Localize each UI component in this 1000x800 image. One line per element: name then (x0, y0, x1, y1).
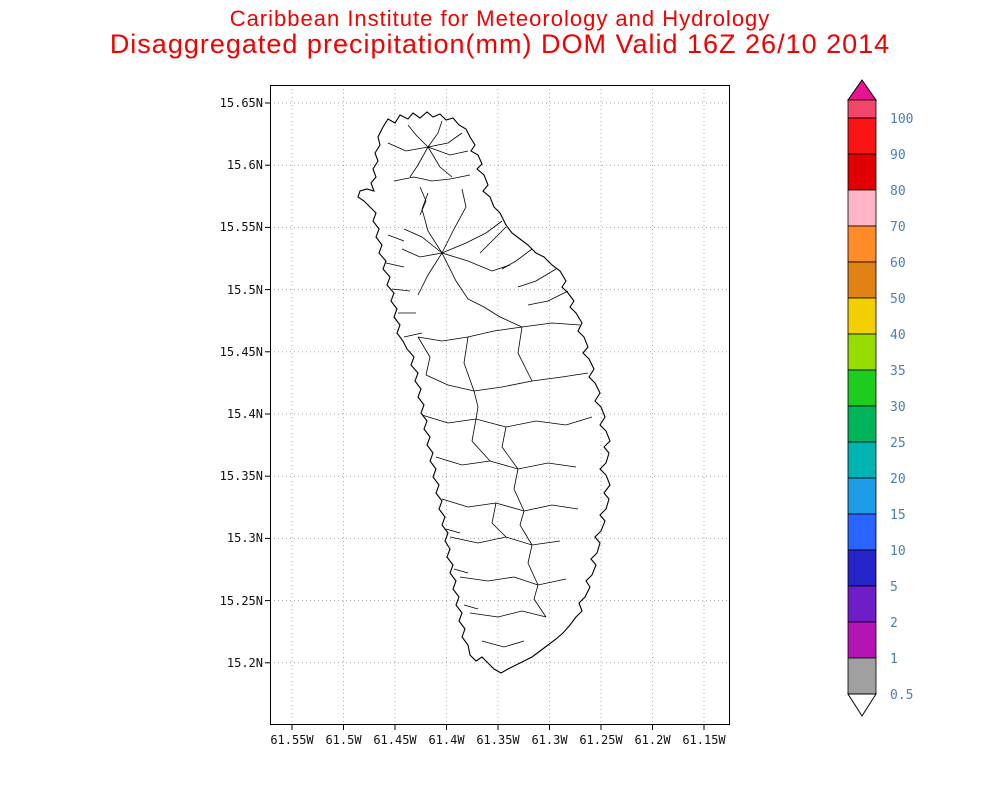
colorbar-value-label: 70 (890, 220, 906, 235)
colorbar-segment (847, 549, 877, 587)
colorbar-segment (847, 477, 877, 515)
colorbar-segment (847, 117, 877, 155)
colorbar-segment (847, 441, 877, 479)
lat-tick-label: 15.5N (226, 282, 263, 297)
colorbar-segment (847, 99, 877, 119)
colorbar-value-label: 90 (890, 148, 906, 163)
colorbar-value-label: 20 (890, 472, 906, 487)
lat-tick-label: 15.6N (226, 158, 263, 173)
plot-title: Disaggregated precipitation(mm) DOM Vali… (109, 29, 891, 59)
colorbar-value-label: 1 (890, 652, 898, 667)
axis-ticks-group (265, 102, 705, 730)
colorbar-segment (847, 297, 877, 335)
lat-tick-label: 15.45N (219, 344, 263, 359)
colorbar-segment (847, 189, 877, 227)
lat-tick-label: 15.25N (219, 593, 263, 608)
lon-tick-label: 61.15W (682, 733, 726, 747)
colorbar-segment (847, 261, 877, 299)
map-plot (265, 85, 730, 730)
lon-tick-label: 61.3W (531, 733, 568, 747)
lon-tick-label: 61.5W (325, 733, 362, 747)
colorbar-segment (847, 405, 877, 443)
colorbar-value-label: 35 (890, 364, 906, 379)
lon-tick-label: 61.45W (373, 733, 417, 747)
lon-tick-label: 61.35W (476, 733, 520, 747)
colorbar-value-label: 50 (890, 292, 906, 307)
lat-tick-label: 15.4N (226, 407, 263, 421)
colorbar-segment (847, 225, 877, 263)
plot-frame (270, 85, 730, 725)
colorbar-segment (847, 585, 877, 623)
gridlines-group (270, 85, 730, 725)
colorbar-value-label: 10 (890, 544, 906, 559)
colorbar-value-label: 25 (890, 436, 906, 451)
colorbar-segment (847, 621, 877, 659)
colorbar-value-label: 60 (890, 256, 906, 271)
colorbar-value-label: 15 (890, 508, 906, 523)
colorbar-value-label: 100 (890, 112, 913, 127)
watershed-boundaries (385, 120, 593, 648)
colorbar-segment (847, 513, 877, 551)
colorbar-segment (847, 333, 877, 371)
island-coastline (357, 111, 611, 674)
map-panel (260, 85, 740, 745)
institute-title: Caribbean Institute for Meteorology and … (229, 6, 771, 31)
colorbar-value-label: 2 (890, 616, 898, 631)
colorbar-value-label: 5 (890, 580, 898, 595)
colorbar-segment (847, 153, 877, 191)
precip-colorbar-legend: 100 90 80 70 60 50 40 35 30 25 20 15 10 5 2 1 0.5 (847, 79, 913, 717)
colorbar-value-label: 30 (890, 400, 906, 415)
lat-tick-label: 15.55N (219, 220, 263, 235)
colorbar-value-label: 40 (890, 328, 906, 343)
dominica-island-map (357, 111, 611, 674)
colorbar-segment (847, 369, 877, 407)
lat-tick-label: 15.65N (219, 96, 263, 110)
lat-tick-label: 15.2N (226, 655, 263, 670)
lon-tick-label: 61.25W (579, 733, 623, 747)
colorbar-segment (847, 657, 877, 695)
lat-tick-label: 15.35N (219, 469, 263, 484)
colorbar-value-label: 0.5 (890, 688, 913, 703)
colorbar-bottom-arrow (847, 693, 877, 717)
lat-tick-label: 15.3N (226, 531, 263, 546)
lon-tick-label: 61.55W (270, 733, 314, 747)
lon-tick-label: 61.2W (634, 733, 671, 747)
lon-tick-label: 61.4W (428, 733, 465, 747)
colorbar-top-arrow (847, 79, 877, 101)
colorbar-value-label: 80 (890, 184, 906, 199)
